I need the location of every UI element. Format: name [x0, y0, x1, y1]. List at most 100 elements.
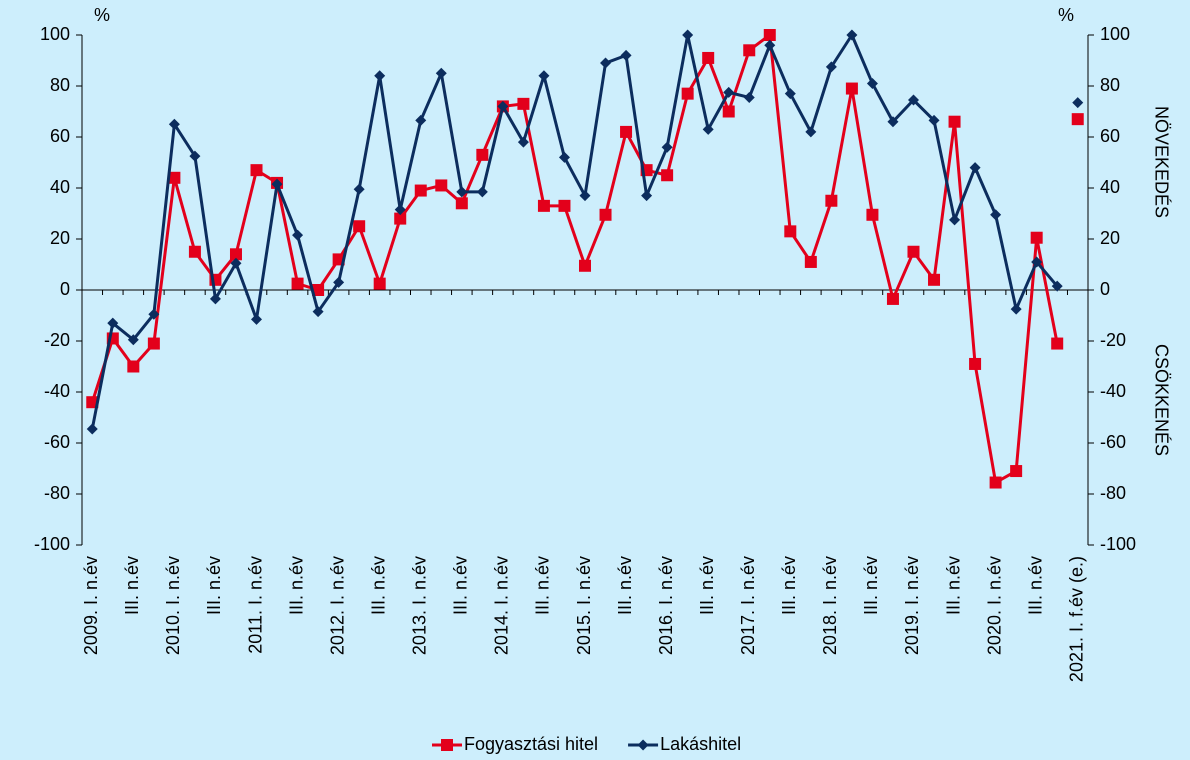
marker: [804, 255, 817, 268]
y2-tick-label: 60: [1100, 126, 1120, 146]
y-tick-label: 0: [60, 279, 70, 299]
x-tick-label: 2020. I. n.év: [984, 556, 1004, 655]
marker: [456, 186, 468, 198]
marker: [620, 125, 633, 138]
marker: [845, 82, 858, 95]
marker: [722, 105, 735, 118]
y-tick-label: -20: [44, 330, 70, 350]
marker: [86, 396, 99, 409]
marker: [435, 67, 447, 79]
x-tick-label: 2014. I. n.év: [492, 556, 512, 655]
y-tick-label: -40: [44, 381, 70, 401]
marker: [374, 70, 386, 82]
marker: [353, 183, 365, 195]
x-tick-label: III. n.év: [368, 556, 388, 615]
marker: [989, 476, 1002, 489]
y2-tick-label: 100: [1100, 24, 1130, 44]
marker: [147, 337, 160, 350]
marker: [127, 334, 139, 346]
marker: [394, 212, 407, 225]
x-tick-label: III. n.év: [615, 556, 635, 615]
y-tick-label: 40: [50, 177, 70, 197]
legend-label: Fogyasztási hitel: [464, 734, 598, 754]
marker: [949, 214, 961, 226]
marker: [517, 97, 530, 110]
x-tick-label: 2018. I. n.év: [820, 556, 840, 655]
marker: [127, 360, 140, 373]
x-tick-label: 2012. I. n.év: [327, 556, 347, 655]
x-tick-label: III. n.év: [861, 556, 881, 615]
marker: [537, 199, 550, 212]
y2-tick-label: -80: [1100, 483, 1126, 503]
y2-tick-label: 40: [1100, 177, 1120, 197]
marker: [907, 94, 919, 106]
marker: [229, 248, 242, 261]
x-tick-label: 2021. I. f.év (e.): [1066, 556, 1086, 682]
x-tick-label: III. n.év: [533, 556, 553, 615]
marker: [497, 100, 509, 112]
y2-unit: %: [1058, 5, 1074, 25]
marker: [1031, 256, 1043, 268]
x-tick-label: 2009. I. n.év: [81, 556, 101, 655]
marker: [928, 114, 940, 126]
marker: [414, 184, 427, 197]
marker: [558, 199, 571, 212]
x-tick-label: III. n.év: [204, 556, 224, 615]
marker: [682, 29, 694, 41]
y-tick-label: 20: [50, 228, 70, 248]
marker: [312, 306, 324, 318]
marker: [1072, 97, 1084, 109]
marker: [517, 136, 529, 148]
marker: [86, 423, 98, 435]
x-tick-label: III. n.év: [122, 556, 142, 615]
y2-tick-label: 20: [1100, 228, 1120, 248]
marker: [661, 141, 673, 153]
x-tick-label: 2015. I. n.év: [574, 556, 594, 655]
marker: [1051, 280, 1063, 292]
x-tick-label: III. n.év: [697, 556, 717, 615]
marker: [353, 220, 366, 233]
marker: [107, 317, 119, 329]
marker: [764, 39, 776, 51]
y-unit: %: [94, 5, 110, 25]
marker: [825, 61, 837, 73]
marker: [866, 208, 879, 221]
marker: [743, 91, 755, 103]
y-tick-label: -60: [44, 432, 70, 452]
marker: [600, 57, 612, 69]
marker: [312, 284, 325, 296]
y-tick-label: 80: [50, 75, 70, 95]
marker: [435, 179, 448, 192]
legend-marker: [441, 739, 453, 751]
marker: [661, 169, 674, 182]
marker: [476, 186, 488, 198]
annotation: NÖVEKEDÉS: [1151, 106, 1171, 218]
marker: [250, 164, 263, 177]
x-tick-label: 2017. I. n.év: [738, 556, 758, 655]
marker: [415, 114, 427, 126]
marker: [251, 313, 263, 325]
x-tick-label: III. n.év: [1025, 556, 1045, 615]
y-tick-label: 60: [50, 126, 70, 146]
y2-tick-label: 0: [1100, 279, 1110, 299]
marker: [784, 88, 796, 100]
marker: [1071, 113, 1084, 126]
marker: [188, 245, 201, 258]
marker: [805, 126, 817, 138]
marker: [928, 273, 941, 286]
marker: [455, 197, 468, 210]
y-tick-label: -100: [34, 534, 70, 554]
marker: [291, 277, 304, 290]
marker: [1051, 337, 1064, 350]
x-tick-label: 2011. I. n.év: [245, 556, 265, 654]
marker: [846, 29, 858, 41]
y-tick-label: 100: [40, 24, 70, 44]
annotation: CSÖKKENÉS: [1151, 344, 1171, 456]
marker: [189, 150, 201, 162]
marker: [579, 190, 591, 202]
y2-tick-label: -60: [1100, 432, 1126, 452]
x-tick-label: III. n.év: [943, 556, 963, 615]
marker: [148, 308, 160, 320]
marker: [723, 86, 735, 98]
marker: [230, 257, 242, 269]
